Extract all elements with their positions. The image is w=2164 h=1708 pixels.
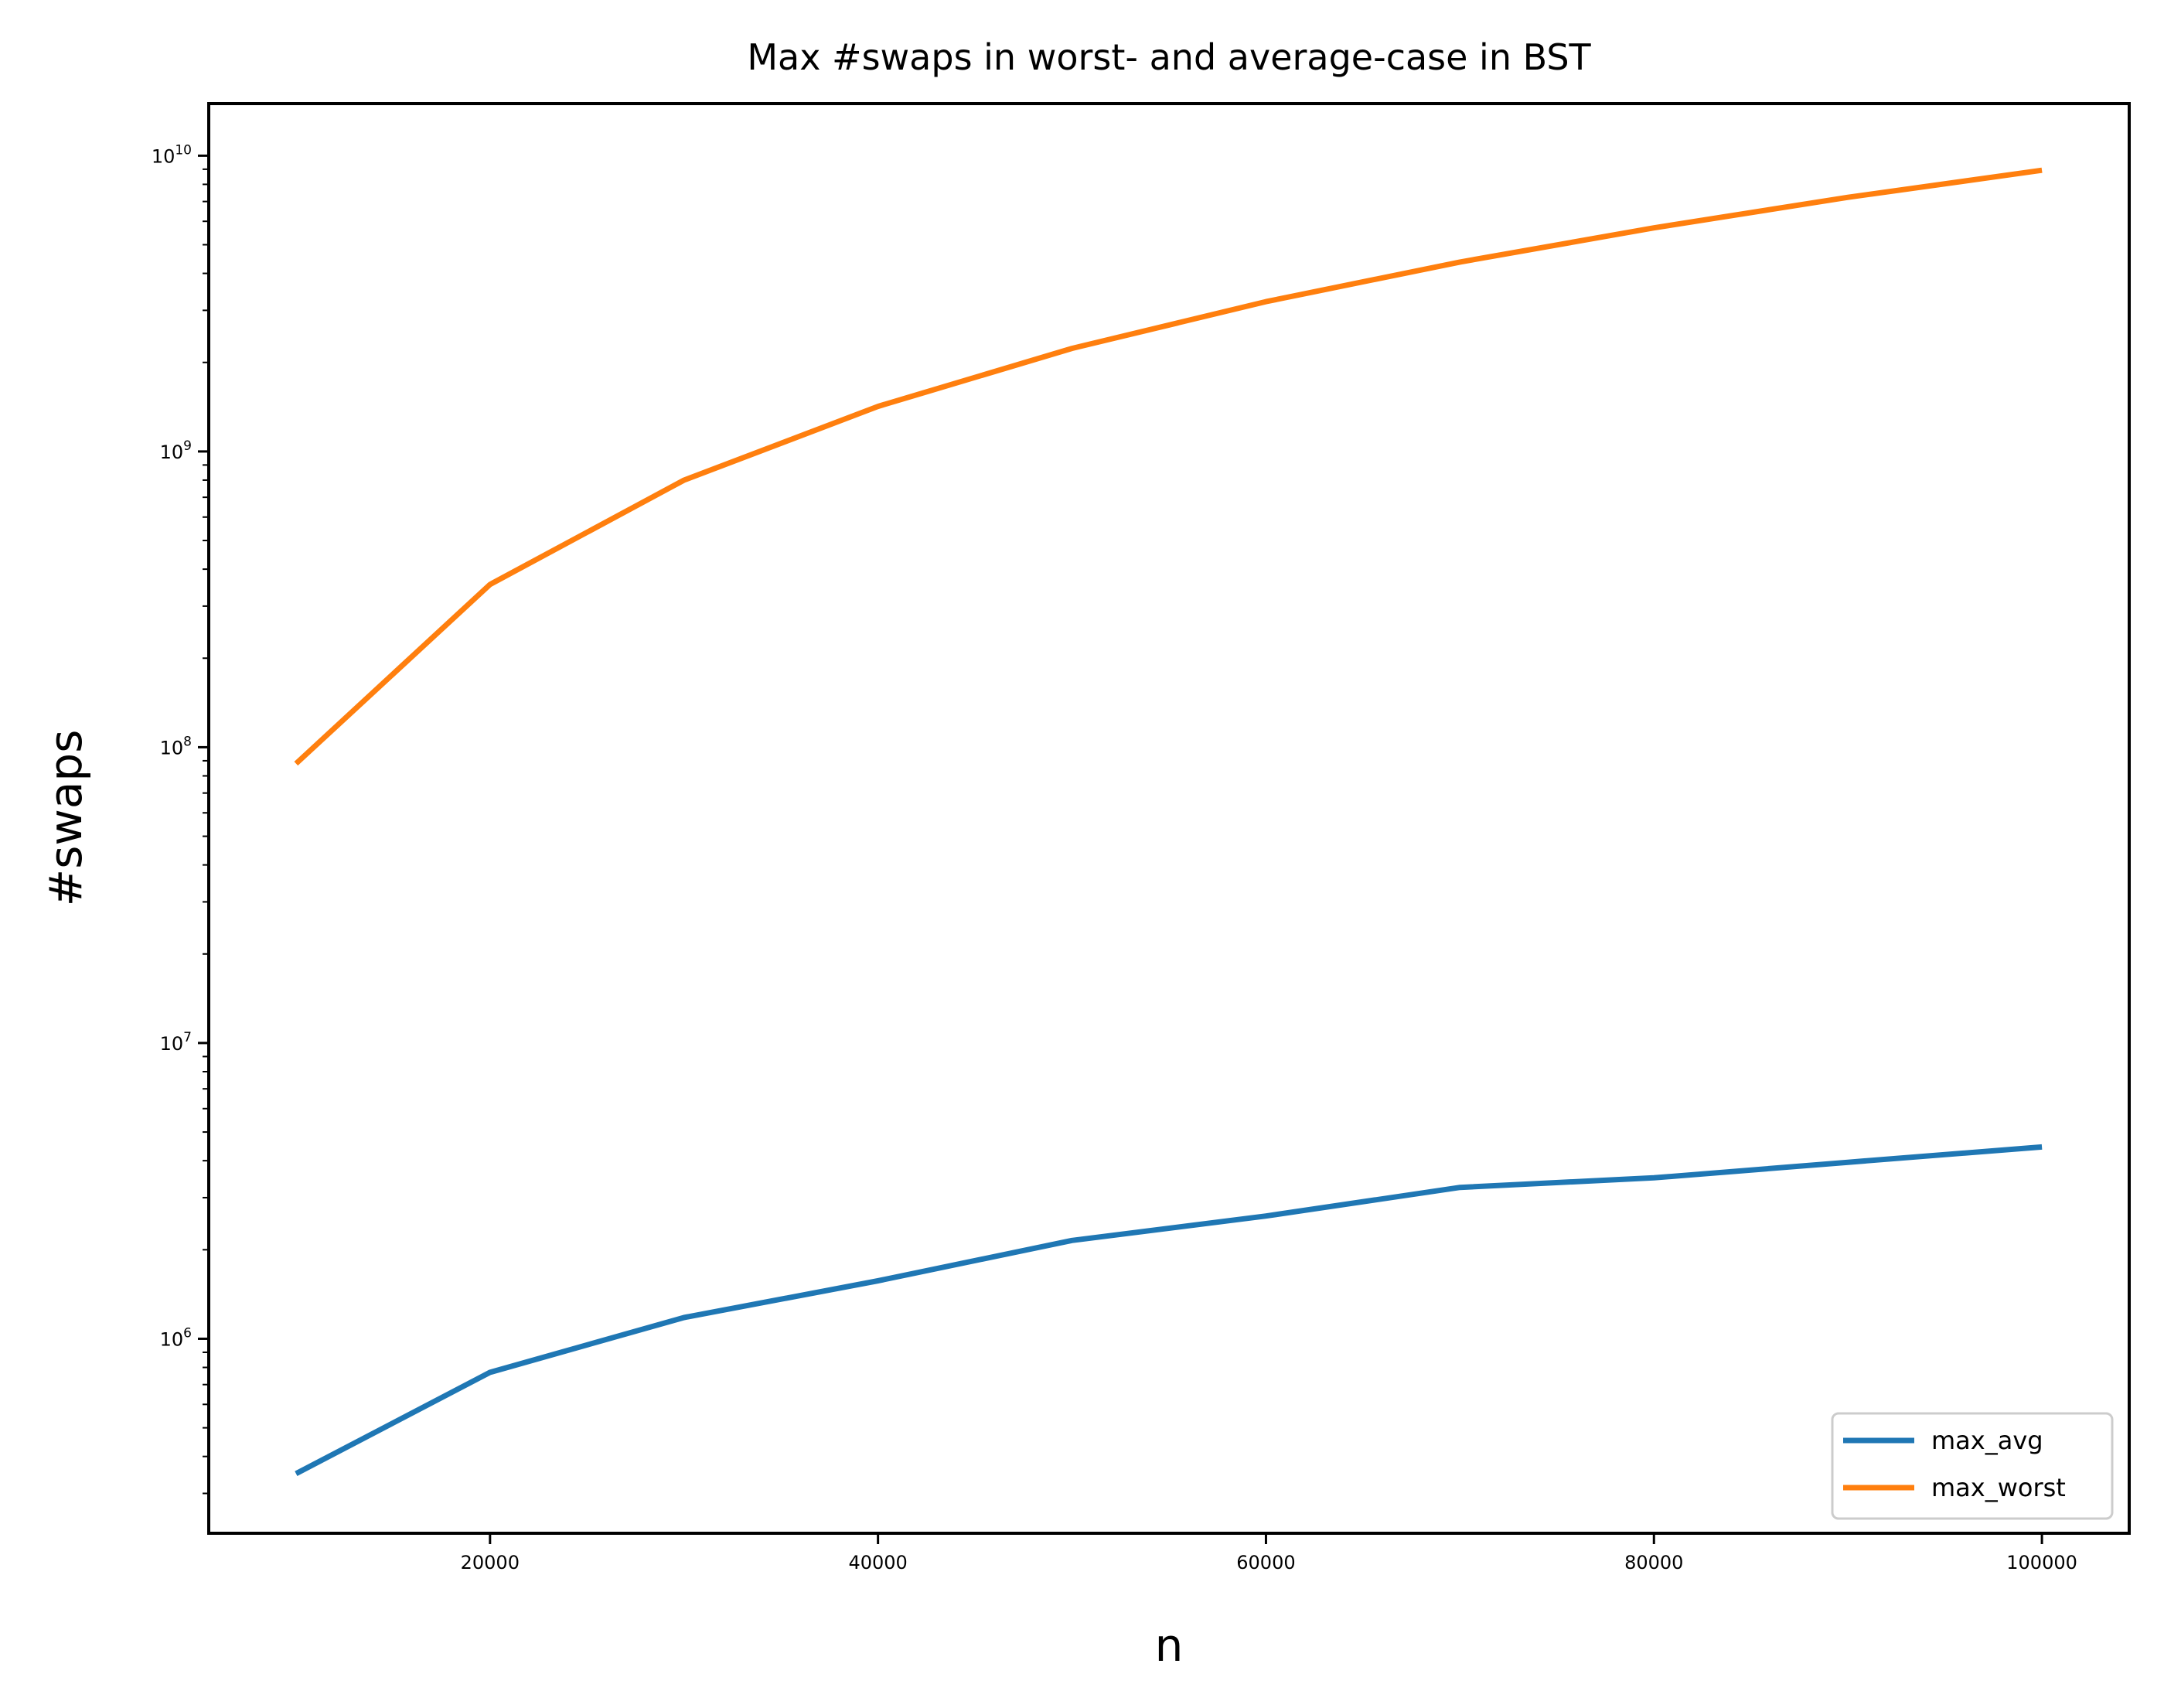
x-axis-label: n: [1155, 1619, 1184, 1672]
y-tick-label: 106: [160, 1325, 192, 1350]
series-line-max-avg: [295, 1144, 2043, 1477]
y-axis-label: #swaps: [39, 730, 92, 907]
x-tick-label: 20000: [461, 1552, 520, 1573]
y-tick-label: 1010: [152, 142, 192, 167]
legend-label-max-worst: max_worst: [1931, 1473, 2066, 1502]
x-tick-label: 40000: [848, 1552, 907, 1573]
y-tick-label: 107: [160, 1030, 192, 1055]
legend-label-max-avg: max_avg: [1931, 1426, 2043, 1455]
x-tick-label: 80000: [1624, 1552, 1683, 1573]
series-layer: [294, 167, 2043, 1477]
x-tick-label: 100000: [2006, 1552, 2077, 1573]
x-tick-label: 60000: [1236, 1552, 1295, 1573]
x-axis: 20000 40000 60000 80000 100000: [461, 1533, 2077, 1573]
y-tick-label: 109: [160, 438, 192, 463]
chart-title: Max #swaps in worst- and average-case in…: [747, 36, 1591, 78]
series-line-max-worst: [294, 167, 2043, 766]
plot-frame: [207, 102, 2131, 1535]
y-tick-label: 108: [160, 734, 192, 759]
y-axis: 106 107 108 109 1010: [152, 142, 209, 1495]
legend: max_avg max_worst: [1831, 1412, 2114, 1520]
